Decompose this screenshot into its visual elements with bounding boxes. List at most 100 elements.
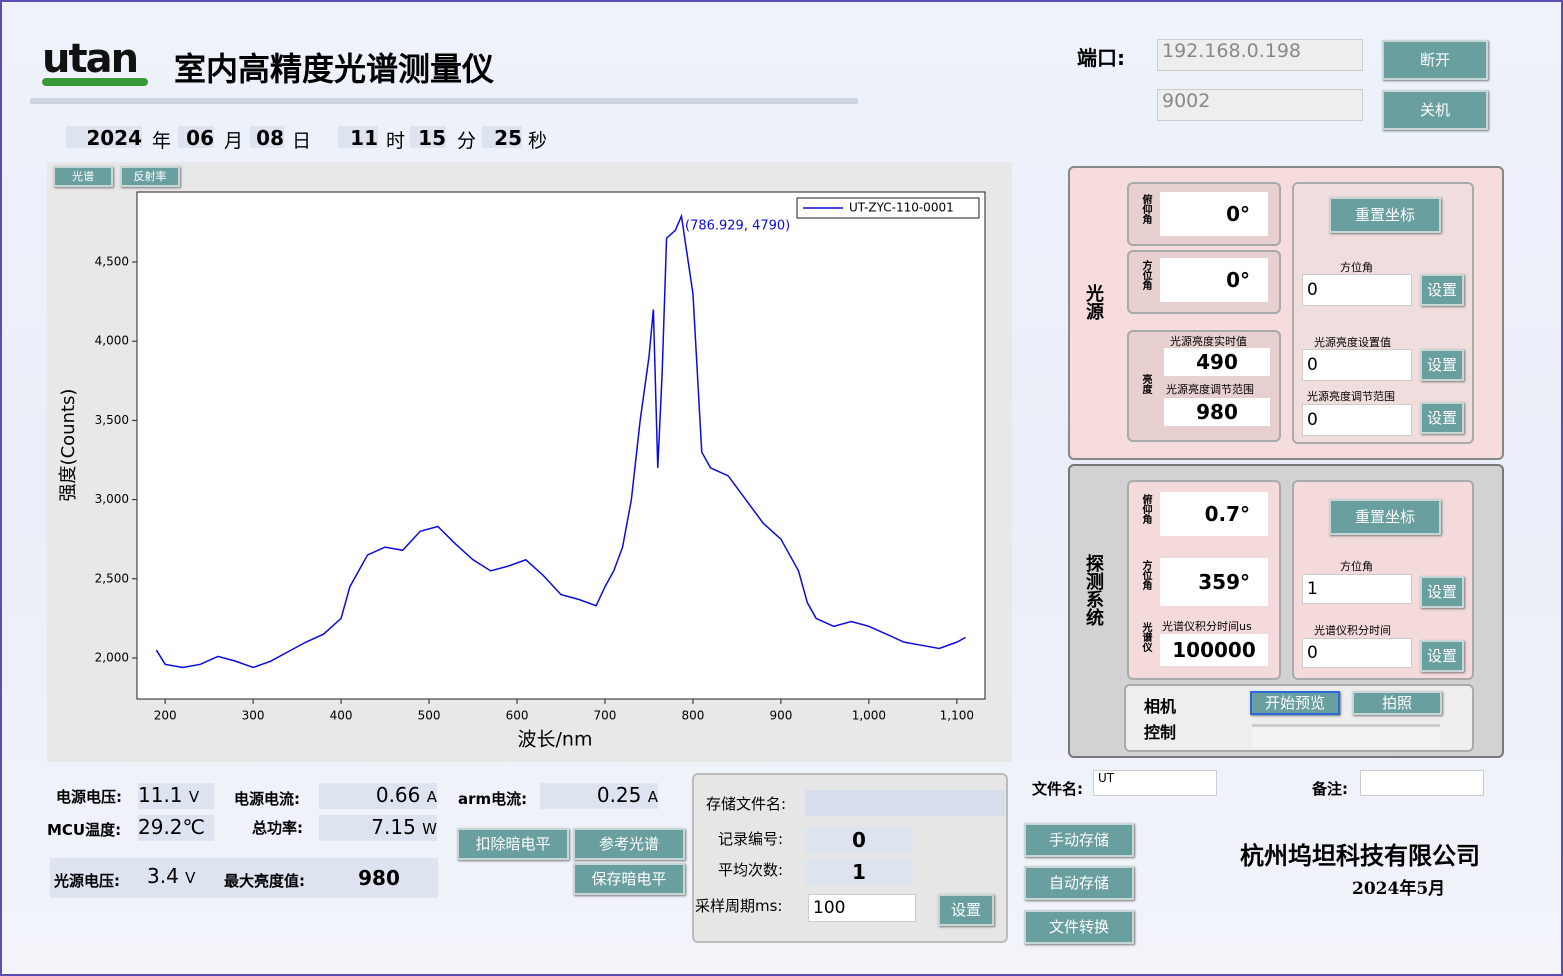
- company: 杭州坞坦科技有限公司: [1240, 841, 1480, 870]
- logo-bar: [42, 78, 148, 86]
- note-input[interactable]: [1360, 770, 1484, 796]
- set-button[interactable]: 设置: [1420, 576, 1464, 608]
- action-button[interactable]: 扣除暗电平: [457, 828, 569, 860]
- label: MCU温度:: [47, 821, 122, 839]
- x-tick-label: 900: [769, 709, 792, 723]
- label: 总功率:: [252, 819, 303, 837]
- input[interactable]: 0: [1302, 404, 1412, 436]
- tab[interactable]: 反射率: [120, 166, 180, 187]
- legend-label: UT-ZYC-110-0001: [849, 201, 954, 215]
- label: 光源电压:: [54, 872, 120, 890]
- port-field[interactable]: 9002: [1157, 89, 1363, 121]
- value: 29.2℃: [138, 815, 214, 841]
- label: 方位角: [1340, 261, 1373, 274]
- value: 3.4 V: [147, 864, 195, 888]
- convert-button[interactable]: 文件转换: [1024, 910, 1134, 944]
- unit: 年: [152, 130, 172, 152]
- label: 俯仰角: [1140, 194, 1151, 224]
- label: 存储文件名:: [706, 795, 787, 813]
- label: 最大亮度值:: [224, 872, 305, 890]
- x-tick-label: 1,100: [940, 709, 974, 723]
- label: 电源电压:: [56, 788, 122, 806]
- reset-button[interactable]: 重置坐标: [1329, 197, 1441, 233]
- input[interactable]: 1: [1302, 574, 1412, 604]
- port-label: 端口:: [1077, 46, 1125, 70]
- photo-button[interactable]: 拍照: [1352, 691, 1442, 715]
- x-tick-label: 200: [154, 709, 177, 723]
- set-button[interactable]: 设置: [1420, 402, 1464, 434]
- set-button[interactable]: 设置: [1420, 349, 1464, 381]
- input[interactable]: 0: [1302, 638, 1412, 668]
- plot-area: [136, 191, 986, 700]
- unit: V: [185, 869, 196, 887]
- set-button[interactable]: 设置: [938, 894, 994, 926]
- tab[interactable]: 光谱: [53, 166, 113, 187]
- x-tick-label: 700: [594, 709, 617, 723]
- shutdown-button[interactable]: 关机: [1382, 90, 1488, 130]
- x-tick-label: 300: [242, 709, 265, 723]
- second: 25: [482, 126, 522, 150]
- azimuth-value: 359°: [1160, 558, 1268, 606]
- label: 相机控制: [1144, 697, 1177, 742]
- input[interactable]: 0: [1302, 349, 1412, 381]
- integration-value: 100000: [1160, 634, 1268, 666]
- year: 2024: [66, 126, 142, 150]
- minute: 15: [410, 126, 446, 150]
- unit: 秒: [528, 130, 548, 152]
- value: 0.25: [596, 783, 642, 807]
- unit: A: [426, 788, 437, 806]
- value: 0: [805, 828, 913, 854]
- x-tick-label: 500: [418, 709, 441, 723]
- y-tick-label: 3,500: [95, 413, 129, 427]
- label: 方位角: [1140, 560, 1151, 590]
- label: 光源亮度设置值: [1314, 336, 1391, 349]
- value: 0.25 A: [540, 783, 658, 809]
- unit: W: [422, 820, 437, 838]
- action-button[interactable]: 保存暗电平: [573, 863, 685, 895]
- label: 电源电流:: [234, 790, 300, 808]
- unit: V: [188, 788, 200, 806]
- azimuth-value: 0°: [1160, 258, 1268, 302]
- save-button[interactable]: 自动存储: [1024, 866, 1134, 900]
- date: 2024年5月: [1352, 879, 1446, 899]
- value: 0.7°: [1204, 502, 1250, 526]
- set-button[interactable]: 设置: [1420, 640, 1464, 672]
- reset-button[interactable]: 重置坐标: [1329, 499, 1441, 535]
- label: 文件名:: [1032, 780, 1083, 798]
- unit: 日: [292, 130, 312, 152]
- preview-button[interactable]: 开始预览: [1250, 691, 1340, 715]
- filename-input[interactable]: UT: [1093, 770, 1217, 796]
- set-button[interactable]: 设置: [1420, 274, 1464, 306]
- x-tick-label: 1,000: [852, 709, 886, 723]
- period-input[interactable]: 100: [808, 894, 916, 922]
- panel-title: 探测系统: [1083, 554, 1104, 626]
- slider[interactable]: [1252, 724, 1440, 747]
- value: 0.66 A: [319, 783, 437, 809]
- x-axis-label: 波长/nm: [518, 729, 593, 751]
- value: 0°: [1226, 268, 1250, 292]
- action-button[interactable]: 参考光谱: [573, 828, 685, 860]
- range-value: 980: [1164, 398, 1270, 426]
- ip-field[interactable]: 192.168.0.198: [1157, 39, 1363, 71]
- label: 光谱仪: [1140, 622, 1151, 652]
- unit: 月: [224, 130, 244, 152]
- value: 359°: [1198, 570, 1250, 594]
- unit: A: [647, 788, 658, 806]
- x-tick-label: 400: [330, 709, 353, 723]
- value: 7.15: [371, 815, 416, 839]
- value: 7.15 W: [319, 815, 437, 841]
- disconnect-button[interactable]: 断开: [1382, 40, 1488, 80]
- unit: 分: [457, 130, 477, 152]
- spectrum-line: [155, 213, 967, 669]
- divider: [30, 98, 858, 104]
- filename-field: [805, 790, 1005, 816]
- label: 方位角: [1340, 560, 1373, 573]
- app-title: 室内高精度光谱测量仪: [174, 50, 495, 88]
- input[interactable]: 0: [1302, 274, 1412, 306]
- value: 0.66: [375, 783, 421, 807]
- logo: utan: [42, 36, 139, 82]
- label: 光源亮度实时值: [1170, 335, 1247, 348]
- hour: 11: [338, 126, 378, 150]
- save-button[interactable]: 手动存储: [1024, 823, 1134, 857]
